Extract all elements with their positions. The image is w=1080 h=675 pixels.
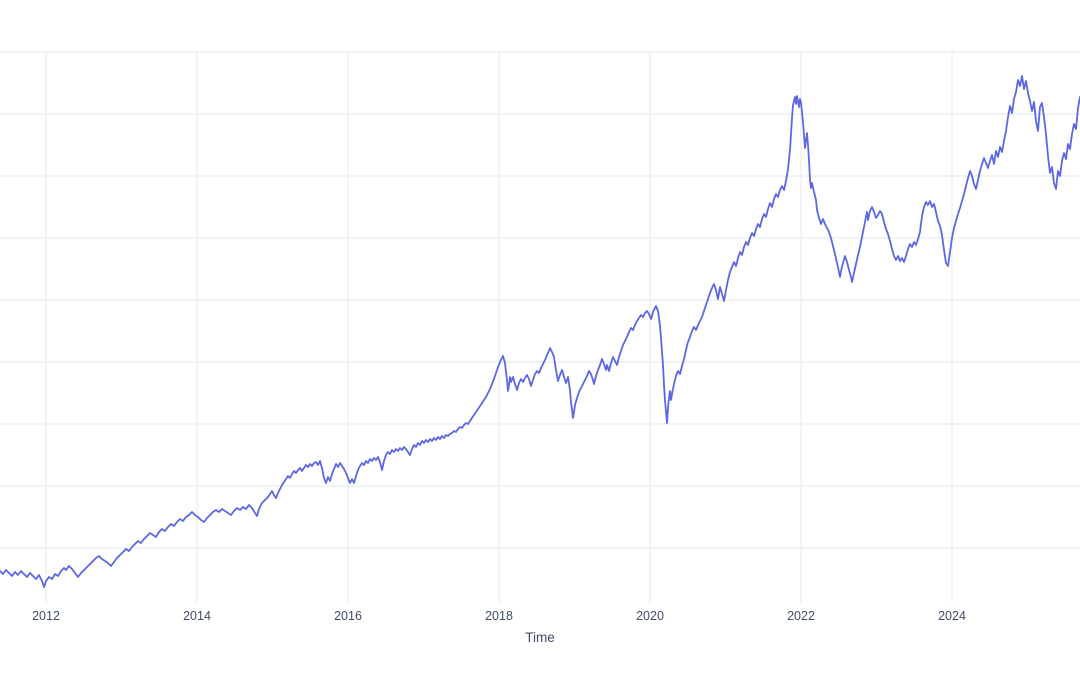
x-tick-label: 2022 — [787, 609, 815, 623]
x-tick-label: 2016 — [334, 609, 362, 623]
price-line-series — [0, 75, 1080, 588]
x-tick-label: 2012 — [32, 609, 60, 623]
x-tick-label: 2020 — [636, 609, 664, 623]
x-tick-label: 2014 — [183, 609, 211, 623]
x-tick-label: 2024 — [938, 609, 966, 623]
x-axis-title: Time — [525, 630, 555, 645]
x-tick-label: 2018 — [485, 609, 513, 623]
